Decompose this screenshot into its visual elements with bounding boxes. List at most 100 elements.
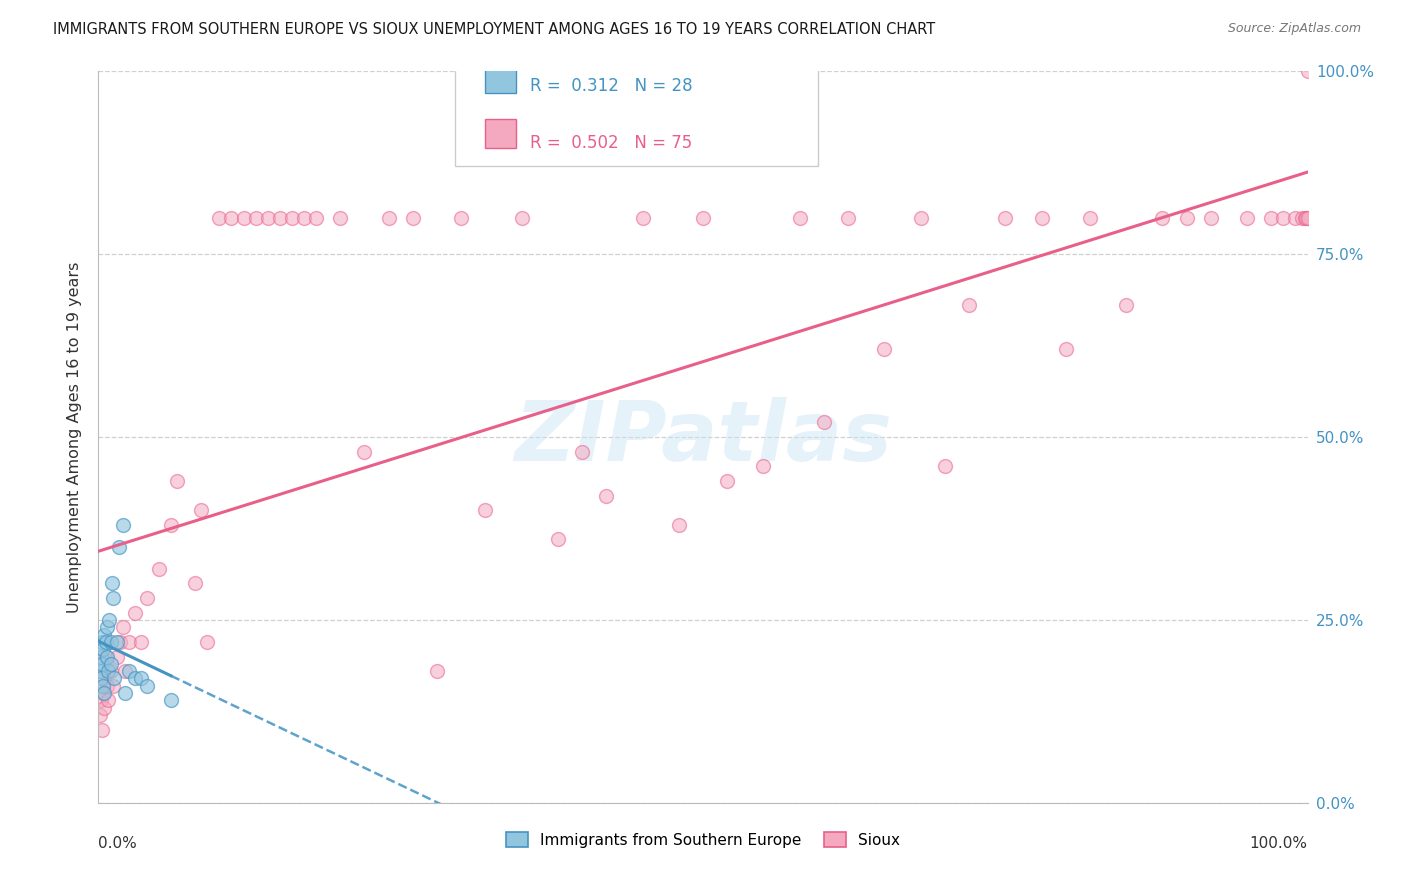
Point: [547, 533, 569, 547]
Point: [101, 591, 124, 605]
Point: [195, 635, 218, 649]
Text: 0.0%: 0.0%: [98, 836, 138, 851]
Point: [353, 444, 375, 458]
Text: 100.0%: 100.0%: [1250, 836, 1308, 851]
Point: [232, 211, 254, 225]
Point: [1078, 211, 1101, 225]
Point: [934, 459, 956, 474]
Point: [105, 649, 128, 664]
FancyBboxPatch shape: [456, 68, 818, 167]
Point: [208, 211, 231, 225]
FancyBboxPatch shape: [485, 119, 516, 148]
Point: [305, 211, 328, 225]
Point: [129, 635, 152, 649]
Point: [100, 635, 122, 649]
Point: [571, 444, 593, 458]
Point: [97, 693, 120, 707]
Point: [1115, 298, 1137, 312]
Point: [184, 576, 207, 591]
Text: IMMIGRANTS FROM SOUTHERN EUROPE VS SIOUX UNEMPLOYMENT AMONG AGES 16 TO 19 YEARS : IMMIGRANTS FROM SOUTHERN EUROPE VS SIOUX…: [53, 22, 935, 37]
Point: [1291, 211, 1313, 225]
Point: [101, 679, 124, 693]
Point: [426, 664, 449, 678]
Point: [269, 211, 291, 225]
Point: [377, 211, 399, 225]
Point: [329, 211, 352, 225]
Point: [91, 664, 114, 678]
Point: [1294, 211, 1316, 225]
Point: [111, 517, 134, 532]
Point: [114, 664, 136, 678]
Point: [89, 708, 111, 723]
Point: [1236, 211, 1258, 225]
Text: R =  0.502   N = 75: R = 0.502 N = 75: [530, 134, 692, 152]
Point: [91, 679, 114, 693]
Point: [96, 649, 118, 664]
Point: [256, 211, 278, 225]
Point: [994, 211, 1017, 225]
Point: [873, 343, 896, 357]
Legend: Immigrants from Southern Europe, Sioux: Immigrants from Southern Europe, Sioux: [501, 825, 905, 854]
Point: [450, 211, 472, 225]
Text: Source: ZipAtlas.com: Source: ZipAtlas.com: [1227, 22, 1361, 36]
Point: [91, 657, 114, 671]
Point: [91, 686, 114, 700]
Point: [96, 679, 118, 693]
Point: [100, 664, 122, 678]
Point: [1199, 211, 1222, 225]
Point: [118, 635, 141, 649]
Point: [114, 686, 136, 700]
Point: [813, 416, 835, 430]
Y-axis label: Unemployment Among Ages 16 to 19 years: Unemployment Among Ages 16 to 19 years: [67, 261, 83, 613]
Point: [91, 723, 114, 737]
Point: [90, 649, 112, 664]
Point: [89, 664, 111, 678]
Point: [837, 211, 859, 225]
Point: [910, 211, 932, 225]
Point: [129, 672, 152, 686]
Point: [1295, 211, 1317, 225]
Point: [124, 606, 146, 620]
Point: [90, 693, 112, 707]
Point: [100, 576, 122, 591]
Point: [957, 298, 980, 312]
Point: [148, 562, 170, 576]
Point: [668, 517, 690, 532]
Point: [190, 503, 212, 517]
Point: [98, 613, 121, 627]
Point: [789, 211, 811, 225]
Point: [1272, 211, 1295, 225]
Point: [474, 503, 496, 517]
Point: [716, 474, 738, 488]
Point: [510, 211, 533, 225]
FancyBboxPatch shape: [485, 64, 516, 94]
Point: [402, 211, 425, 225]
Point: [631, 211, 654, 225]
Point: [135, 679, 157, 693]
Point: [94, 635, 117, 649]
Point: [595, 489, 617, 503]
Point: [103, 672, 125, 686]
Point: [221, 211, 243, 225]
Point: [1152, 211, 1174, 225]
Point: [90, 672, 112, 686]
Point: [93, 672, 115, 686]
Point: [281, 211, 304, 225]
Point: [135, 591, 157, 605]
Point: [692, 211, 714, 225]
Point: [93, 627, 115, 641]
Point: [166, 474, 188, 488]
Point: [1175, 211, 1198, 225]
Point: [111, 620, 134, 634]
Point: [752, 459, 775, 474]
Point: [292, 211, 315, 225]
Point: [100, 657, 122, 671]
Point: [1284, 211, 1306, 225]
Point: [108, 635, 131, 649]
Point: [93, 686, 115, 700]
Point: [94, 649, 117, 664]
Point: [160, 693, 183, 707]
Point: [245, 211, 267, 225]
Point: [108, 540, 131, 554]
Point: [160, 517, 183, 532]
